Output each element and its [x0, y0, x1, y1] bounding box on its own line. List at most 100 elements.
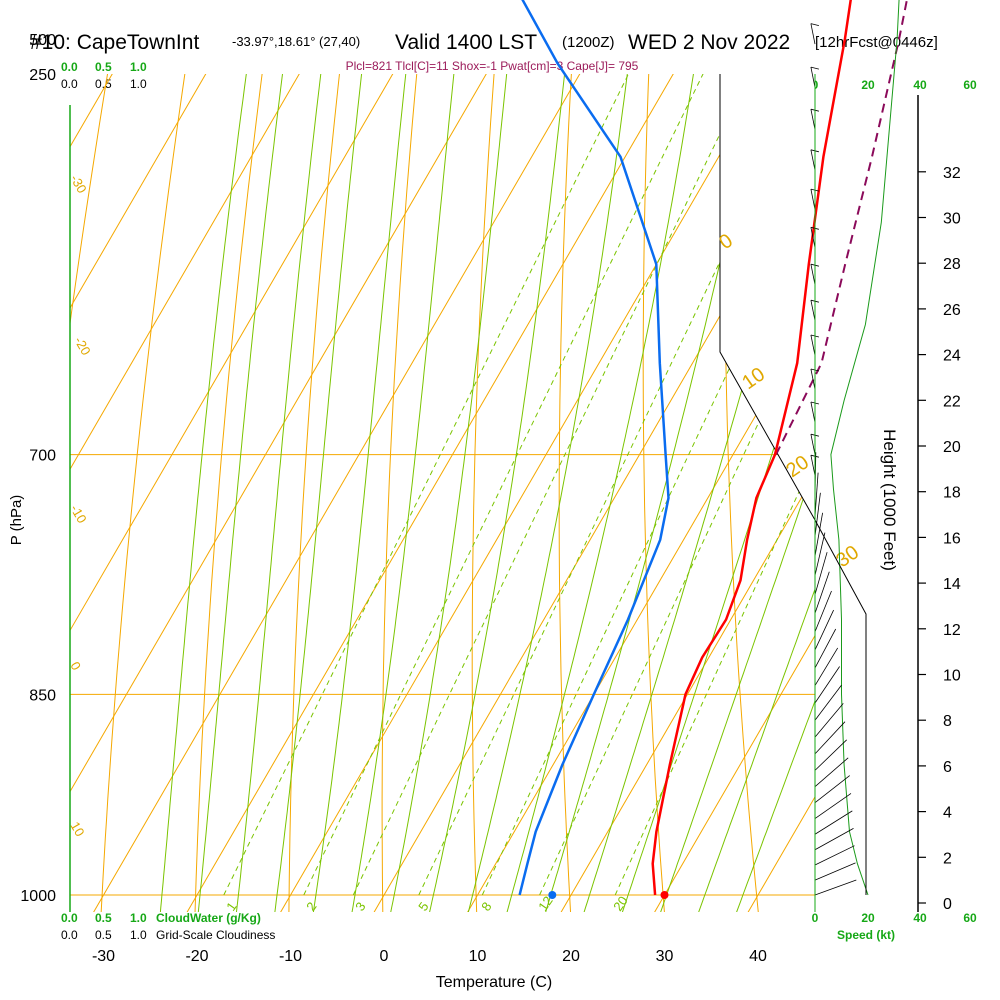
wind-barb	[814, 552, 828, 595]
forecast-date: WED 2 Nov 2022	[628, 31, 790, 54]
dry-adiabat	[471, 74, 495, 912]
temperature-tick: -30	[92, 948, 115, 965]
isotherm-line	[0, 0, 595, 967]
temperature-tick: 20	[562, 948, 580, 965]
y-axis-title: P (hPa)	[8, 495, 25, 546]
pressure-tick-1000: 1000	[20, 888, 56, 905]
height-tick-label: 26	[943, 302, 961, 319]
height-tick-label: 0	[943, 896, 952, 913]
wind-tick-top-3: 60	[963, 78, 977, 92]
mixing-ratio-label: 5	[415, 899, 431, 914]
wind-barb	[814, 571, 830, 614]
height-axis-title: Height (1000 Feet)	[880, 429, 899, 571]
temperature-tick: -20	[185, 948, 208, 965]
mixing-ratio-line	[303, 74, 704, 896]
pressure-tick-500: 500	[29, 32, 56, 49]
cloudwater-tick-top-1: 0.5	[95, 60, 112, 74]
wind-outline	[814, 519, 867, 895]
wind-barb	[814, 590, 832, 632]
height-tick-label: 6	[943, 759, 952, 776]
station-coords: -33.97°,18.61° (27,40)	[232, 34, 360, 49]
moist-adiabat	[660, 463, 815, 912]
isotherm-line	[467, 312, 815, 912]
isotherm-label: -30	[67, 172, 89, 196]
wind-speed-line	[830, 0, 900, 896]
station-title: #10: CapeTownInt	[30, 31, 199, 54]
height-tick-label: 24	[943, 348, 961, 365]
wind-barb	[814, 739, 847, 771]
wind-barb	[810, 109, 816, 130]
cloudwater-label: CloudWater (g/Kg)	[156, 911, 261, 925]
mixing-ratio-label: 20	[610, 893, 631, 913]
wind-barb	[810, 149, 816, 171]
temperature-trace	[651, 0, 852, 896]
moist-adiabat	[159, 74, 247, 912]
moist-adiabat	[235, 74, 322, 912]
moist-adiabat	[390, 74, 508, 912]
mixing-ratio-line	[223, 74, 630, 896]
wind-tick-top-2: 40	[913, 78, 927, 92]
height-tick-label: 8	[943, 713, 952, 730]
wind-barb	[814, 492, 821, 537]
isotherm-label: 10	[67, 819, 87, 839]
x-axis-title: Temperature (C)	[436, 974, 552, 991]
moist-adiabat	[545, 74, 762, 912]
wind-barb	[814, 684, 842, 721]
moist-adiabat	[506, 74, 694, 912]
wind-barb	[810, 455, 816, 476]
wind-barb	[814, 666, 840, 704]
parcel-parameters: Plcl=821 Tlcl[C]=11 Shox=-1 Pwat[cm]=3 C…	[346, 59, 639, 73]
isotherm-line	[810, 0, 1000, 967]
wind-barb	[814, 647, 839, 686]
wind-tick-bottom-0: 0	[812, 911, 819, 925]
isotherm-label: -20	[71, 334, 93, 358]
dry-adiabat	[0, 0, 245, 967]
dry-adiabat	[642, 74, 665, 912]
cloudwater-tick-bottom-0: 0.0	[61, 911, 78, 925]
isotherm-line	[0, 0, 408, 967]
moist-adiabat	[467, 74, 628, 912]
wind-barb	[814, 721, 846, 755]
isotherm-line	[0, 0, 315, 967]
moist-adiabat	[312, 74, 407, 912]
wind-tick-bottom-1: 20	[861, 911, 875, 925]
dry-adiabat	[954, 0, 1000, 967]
temperature-tick: -10	[279, 948, 302, 965]
height-tick-label: 20	[943, 439, 961, 456]
dry-adiabat	[0, 0, 183, 967]
parcel-trace	[775, 0, 908, 456]
wind-barb	[814, 532, 826, 576]
wind-barb	[814, 810, 853, 835]
wind-barb	[810, 434, 816, 455]
isotherm-line	[186, 74, 674, 912]
isotherm-line	[70, 74, 487, 793]
dry-adiabat-label: 30	[832, 541, 863, 572]
wind-barb	[814, 793, 852, 819]
height-tick-label: 18	[943, 485, 961, 502]
wind-barb	[810, 334, 816, 356]
moist-adiabat	[351, 74, 455, 912]
isotherm-label: -10	[67, 502, 89, 526]
dry-adiabat	[381, 74, 418, 912]
moist-adiabat	[429, 74, 566, 912]
moist-adiabat	[736, 699, 815, 912]
wind-tick-top-1: 20	[861, 78, 875, 92]
wind-tick-bottom-3: 60	[963, 911, 977, 925]
wind-barb	[814, 879, 857, 896]
wind-barb	[814, 775, 850, 804]
dry-adiabat	[194, 74, 263, 912]
height-tick-label: 2	[943, 850, 952, 867]
mixing-ratio-label: 8	[478, 899, 494, 914]
isotherm-line	[280, 74, 768, 912]
wind-barb-flag	[810, 23, 819, 26]
height-tick-label: 22	[943, 393, 961, 410]
utc-time: (1200Z)	[562, 34, 615, 51]
isotherm-line	[373, 150, 815, 912]
wind-barb	[814, 628, 837, 669]
mixing-ratio-line	[352, 74, 750, 896]
height-tick-label: 10	[943, 668, 961, 685]
moist-adiabat	[197, 74, 284, 912]
isotherm-line	[93, 74, 581, 912]
wind-barb-flag	[810, 66, 819, 70]
